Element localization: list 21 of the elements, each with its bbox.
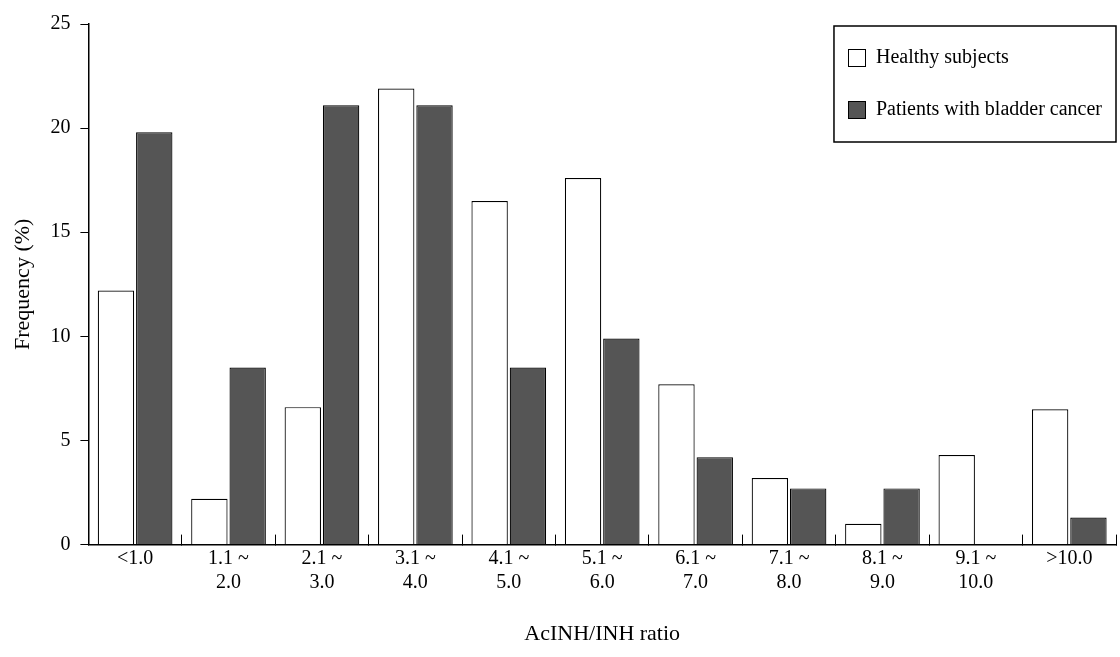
x-tick-label: 1.1 ~ 2.0 <box>208 545 250 592</box>
x-axis-title: AcINH/INH ratio <box>524 619 681 645</box>
x-tick-label: >10.0 <box>1046 545 1093 568</box>
y-tick-label: 5 <box>60 427 71 450</box>
x-tick-label: 7.1 ~ 8.0 <box>768 545 810 592</box>
x-tick-label: <1.0 <box>116 545 154 568</box>
x-tick-label: 8.1 ~ 9.0 <box>862 545 904 592</box>
y-tick-label: 0 <box>60 531 71 554</box>
x-tick-label: 5.1 ~ 6.0 <box>581 545 623 592</box>
y-axis-title: Frequency (%) <box>8 218 34 350</box>
x-tick-label: 2.1 ~ 3.0 <box>301 545 343 592</box>
x-tick-label: 4.1 ~ 5.0 <box>488 545 530 592</box>
y-tick-label: 25 <box>50 11 71 34</box>
x-tick-label: 3.1 ~ 4.0 <box>394 545 436 592</box>
x-tick-label: 9.1 ~ 10.0 <box>955 545 997 592</box>
y-tick-label: 20 <box>50 115 71 138</box>
y-tick-label: 15 <box>50 219 71 242</box>
legend-label: Patients with bladder cancer <box>875 97 1103 120</box>
y-tick-label: 10 <box>50 323 71 346</box>
legend-label: Healthy subjects <box>875 45 1009 69</box>
x-tick-label: 6.1 ~ 7.0 <box>675 545 717 592</box>
